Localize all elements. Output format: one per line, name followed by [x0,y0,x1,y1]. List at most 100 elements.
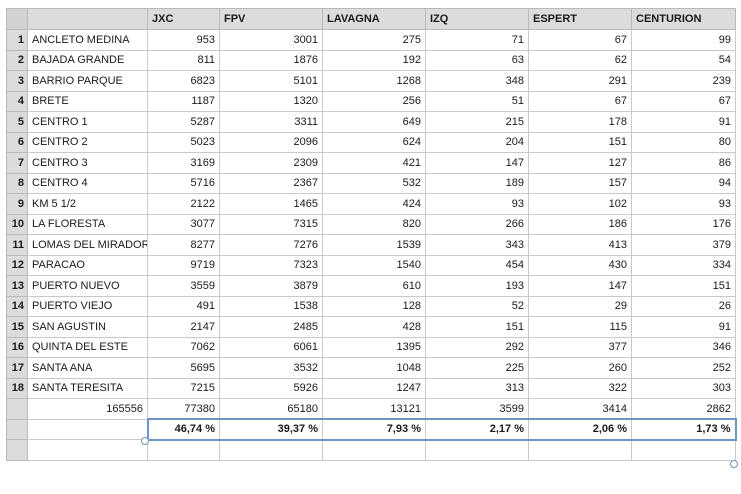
neighborhood-cell[interactable]: LOMAS DEL MIRADOR [27,234,148,256]
vote-cell-lavagna[interactable]: 192 [322,49,426,71]
vote-cell-lavagna[interactable]: 820 [322,213,426,235]
row-number[interactable]: 16 [6,336,28,358]
total-cell-lavagna[interactable]: 13121 [322,398,426,420]
empty-cell[interactable] [27,439,148,461]
vote-cell-lavagna[interactable]: 1395 [322,336,426,358]
vote-cell-fpv[interactable]: 1320 [219,90,323,112]
vote-cell-izq[interactable]: 204 [425,131,529,153]
vote-cell-centurion[interactable]: 334 [631,254,736,276]
vote-cell-jxc[interactable]: 3077 [147,213,220,235]
row-number[interactable]: 10 [6,213,28,235]
vote-cell-centurion[interactable]: 303 [631,377,736,399]
neighborhood-cell[interactable]: PUERTO VIEJO [27,295,148,317]
vote-cell-centurion[interactable]: 176 [631,213,736,235]
neighborhood-cell[interactable]: LA FLORESTA [27,213,148,235]
vote-cell-izq[interactable]: 147 [425,152,529,174]
vote-cell-jxc[interactable]: 7062 [147,336,220,358]
vote-cell-espert[interactable]: 157 [528,172,632,194]
vote-cell-jxc[interactable]: 5695 [147,357,220,379]
vote-cell-fpv[interactable]: 3001 [219,29,323,51]
vote-cell-fpv[interactable]: 1465 [219,193,323,215]
vote-cell-fpv[interactable]: 2309 [219,152,323,174]
vote-cell-izq[interactable]: 215 [425,111,529,133]
neighborhood-cell[interactable]: CENTRO 4 [27,172,148,194]
vote-cell-espert[interactable]: 291 [528,70,632,92]
vote-cell-centurion[interactable]: 54 [631,49,736,71]
vote-cell-espert[interactable]: 102 [528,193,632,215]
neighborhood-cell[interactable]: QUINTA DEL ESTE [27,336,148,358]
row-number[interactable]: 15 [6,316,28,338]
vote-cell-jxc[interactable]: 8277 [147,234,220,256]
row-number[interactable] [6,418,28,440]
total-cell-fpv[interactable]: 65180 [219,398,323,420]
vote-cell-lavagna[interactable]: 1539 [322,234,426,256]
total-cell-jxc[interactable]: 77380 [147,398,220,420]
vote-cell-centurion[interactable]: 94 [631,172,736,194]
empty-cell[interactable] [425,439,529,461]
vote-cell-izq[interactable]: 51 [425,90,529,112]
empty-cell[interactable] [631,439,736,461]
total-cell-espert[interactable]: 3414 [528,398,632,420]
total-cell-centurion[interactable]: 2862 [631,398,736,420]
vote-cell-centurion[interactable]: 80 [631,131,736,153]
column-header-izq[interactable]: IZQ [425,8,529,30]
vote-cell-centurion[interactable]: 346 [631,336,736,358]
vote-cell-centurion[interactable]: 379 [631,234,736,256]
vote-cell-izq[interactable]: 93 [425,193,529,215]
vote-cell-izq[interactable]: 71 [425,29,529,51]
vote-cell-lavagna[interactable]: 275 [322,29,426,51]
row-number[interactable]: 1 [6,29,28,51]
vote-cell-lavagna[interactable]: 624 [322,131,426,153]
column-header-name[interactable] [27,8,148,30]
vote-cell-fpv[interactable]: 1538 [219,295,323,317]
neighborhood-cell[interactable]: KM 5 1/2 [27,193,148,215]
vote-cell-espert[interactable]: 115 [528,316,632,338]
vote-cell-jxc[interactable]: 5287 [147,111,220,133]
vote-cell-jxc[interactable]: 5023 [147,131,220,153]
vote-cell-fpv[interactable]: 3532 [219,357,323,379]
vote-cell-jxc[interactable]: 5716 [147,172,220,194]
vote-cell-lavagna[interactable]: 532 [322,172,426,194]
vote-cell-centurion[interactable]: 91 [631,111,736,133]
row-number[interactable]: 14 [6,295,28,317]
vote-cell-lavagna[interactable]: 1268 [322,70,426,92]
neighborhood-cell[interactable]: BAJADA GRANDE [27,49,148,71]
neighborhood-cell[interactable]: CENTRO 1 [27,111,148,133]
column-header-espert[interactable]: ESPERT [528,8,632,30]
vote-cell-espert[interactable]: 430 [528,254,632,276]
column-header-jxc[interactable]: JXC [147,8,220,30]
vote-cell-jxc[interactable]: 7215 [147,377,220,399]
row-number[interactable] [6,398,28,420]
neighborhood-cell[interactable]: ANCLETO MEDINA [27,29,148,51]
vote-cell-espert[interactable]: 322 [528,377,632,399]
vote-cell-jxc[interactable]: 2122 [147,193,220,215]
vote-cell-fpv[interactable]: 6061 [219,336,323,358]
vote-cell-izq[interactable]: 266 [425,213,529,235]
vote-cell-fpv[interactable]: 7315 [219,213,323,235]
vote-cell-izq[interactable]: 189 [425,172,529,194]
vote-cell-izq[interactable]: 225 [425,357,529,379]
vote-cell-espert[interactable]: 147 [528,275,632,297]
row-number[interactable]: 3 [6,70,28,92]
row-number[interactable]: 9 [6,193,28,215]
vote-cell-fpv[interactable]: 3311 [219,111,323,133]
vote-cell-lavagna[interactable]: 424 [322,193,426,215]
vote-cell-jxc[interactable]: 6823 [147,70,220,92]
column-header-fpv[interactable]: FPV [219,8,323,30]
column-header-lavagna[interactable]: LAVAGNA [322,8,426,30]
empty-cell[interactable] [322,439,426,461]
vote-cell-jxc[interactable]: 2147 [147,316,220,338]
row-number[interactable]: 13 [6,275,28,297]
vote-cell-espert[interactable]: 67 [528,90,632,112]
vote-cell-centurion[interactable]: 86 [631,152,736,174]
vote-cell-centurion[interactable]: 93 [631,193,736,215]
vote-cell-espert[interactable]: 127 [528,152,632,174]
vote-cell-centurion[interactable]: 151 [631,275,736,297]
vote-cell-fpv[interactable]: 2367 [219,172,323,194]
neighborhood-cell[interactable]: CENTRO 2 [27,131,148,153]
empty-cell[interactable] [27,418,148,440]
vote-cell-izq[interactable]: 151 [425,316,529,338]
vote-cell-lavagna[interactable]: 610 [322,275,426,297]
vote-cell-izq[interactable]: 193 [425,275,529,297]
percentage-cell-espert[interactable]: 2,06 % [528,418,632,441]
